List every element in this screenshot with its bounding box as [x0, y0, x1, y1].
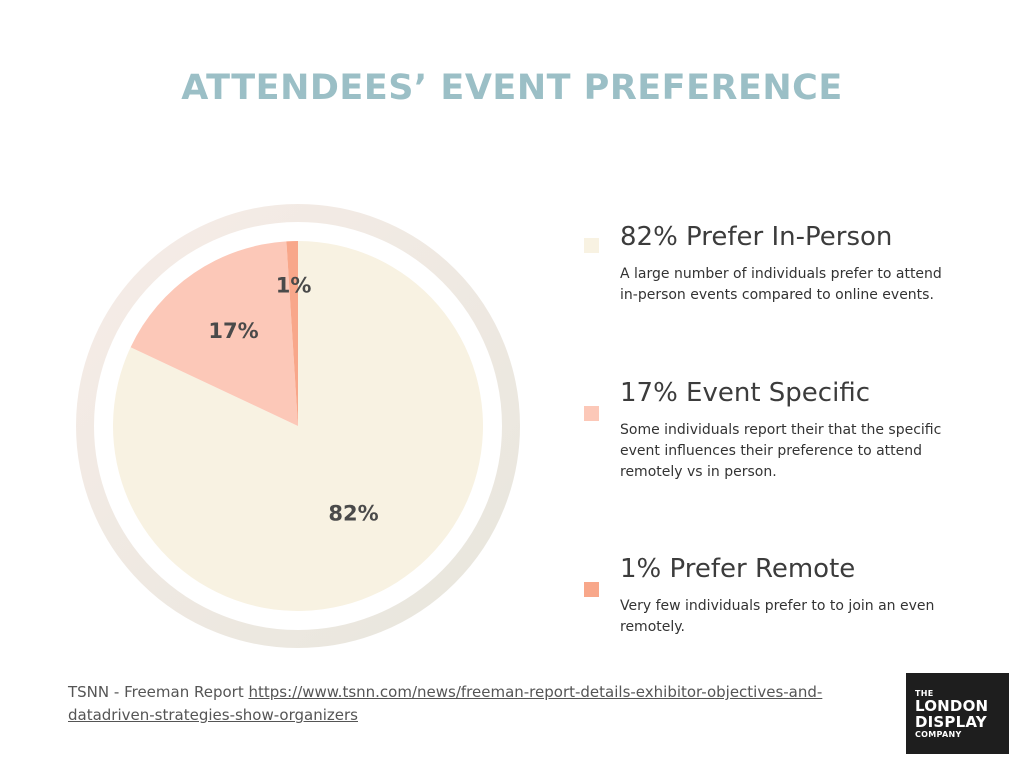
pie-label-prefer-in-person: 82%: [328, 501, 378, 525]
pie-chart: 82% 17% 1%: [76, 204, 520, 648]
source-citation: TSNN - Freeman Report https://www.tsnn.c…: [68, 681, 828, 727]
pie-slice-event-specific: [130, 241, 298, 426]
legend-desc-in-person: A large number of individuals prefer to …: [620, 266, 942, 303]
legend-swatch-remote: [584, 582, 599, 597]
pie-label-prefer-remote: 1%: [276, 273, 312, 297]
logo-line-company: COMPANY: [915, 730, 962, 739]
logo-line-the: THE: [915, 689, 934, 698]
legend-heading-event-specific: 17% Event Specific: [620, 378, 870, 408]
source-link[interactable]: https://www.tsnn.com/news/freeman-report…: [68, 683, 823, 724]
legend-desc-event-specific: Some individuals report their that the s…: [620, 422, 942, 480]
company-logo: THE LONDON DISPLAY COMPANY: [906, 673, 1009, 754]
legend-heading-remote: 1% Prefer Remote: [620, 554, 856, 584]
legend-swatch-in-person: [584, 238, 599, 253]
logo-line-display: DISPLAY: [915, 713, 987, 731]
pie-outer-ring: [76, 204, 520, 648]
pie-label-event-specific: 17%: [208, 319, 258, 343]
pie-slice-prefer-in-person: [113, 241, 484, 611]
logo-line-london: LONDON: [915, 697, 989, 715]
legend-heading-in-person: 82% Prefer In-Person: [620, 222, 893, 252]
legend-desc-remote: Very few individuals prefer to to join a…: [620, 598, 935, 635]
pie-slice-prefer-remote: [286, 241, 298, 426]
source-prefix: TSNN - Freeman Report: [68, 683, 249, 701]
legend-swatch-event-specific: [584, 406, 599, 421]
page-title: ATTENDEES’ EVENT PREFERENCE: [181, 68, 843, 108]
